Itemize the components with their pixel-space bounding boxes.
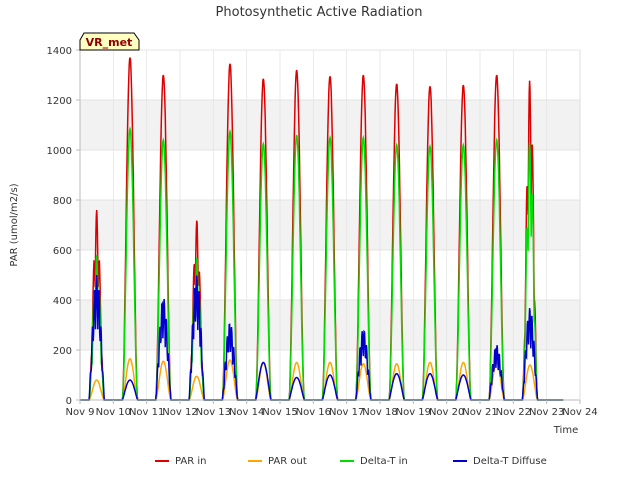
y-tick-label: 1200 xyxy=(47,96,72,107)
plot-background xyxy=(80,50,580,400)
x-tick-label: Nov 14 xyxy=(229,407,264,418)
badge-label: VR_met xyxy=(86,36,133,49)
x-tick-label: Nov 10 xyxy=(96,407,131,418)
x-tick-label: Nov 21 xyxy=(462,407,497,418)
x-tick-label: Nov 17 xyxy=(329,407,364,418)
legend-label: PAR in xyxy=(175,456,206,467)
chart-title: Photosynthetic Active Radiation xyxy=(216,5,423,20)
y-tick-label: 1000 xyxy=(47,146,72,157)
legend-item: PAR out xyxy=(248,456,307,467)
y-tick-labels: 0 200 400 600 800 1000 1200 1400 xyxy=(47,46,80,407)
legend-item: Delta-T Diffuse xyxy=(453,456,547,467)
legend-item: PAR in xyxy=(155,456,206,467)
x-tick-label: Nov 16 xyxy=(296,407,331,418)
x-tick-label: Nov 11 xyxy=(129,407,164,418)
x-tick-label: Nov 23 xyxy=(529,407,564,418)
x-tick-label: Nov 24 xyxy=(562,407,597,418)
x-tick-label: Nov 18 xyxy=(362,407,397,418)
x-tick-label: Nov 15 xyxy=(262,407,297,418)
y-tick-label: 200 xyxy=(53,346,72,357)
station-badge: VR_met xyxy=(79,32,140,51)
grid-band xyxy=(80,200,580,250)
y-tick-label: 600 xyxy=(53,246,72,257)
legend-label: PAR out xyxy=(268,456,307,467)
y-tick-label: 800 xyxy=(53,196,72,207)
legend-label: Delta-T in xyxy=(360,456,408,467)
x-tick-label: Nov 12 xyxy=(162,407,197,418)
legend: PAR in PAR out Delta-T in Delta-T Diffuse xyxy=(155,456,547,467)
x-tick-label: Nov 20 xyxy=(429,407,464,418)
y-axis-label: PAR (umol/m2/s) xyxy=(9,183,20,266)
y-tick-label: 1400 xyxy=(47,46,72,57)
y-tick-label: 0 xyxy=(66,396,72,407)
x-tick-label: Nov 19 xyxy=(396,407,431,418)
y-tick-label: 400 xyxy=(53,296,72,307)
axes xyxy=(79,50,581,401)
x-tick-label: Nov 13 xyxy=(196,407,231,418)
grid-band xyxy=(80,300,580,350)
x-axis-label: Time xyxy=(553,425,578,436)
x-tick-label: Nov 9 xyxy=(65,407,94,418)
x-tick-label: Nov 22 xyxy=(496,407,531,418)
badge-shape xyxy=(79,32,140,51)
legend-label: Delta-T Diffuse xyxy=(473,456,547,467)
legend-item: Delta-T in xyxy=(340,456,408,467)
